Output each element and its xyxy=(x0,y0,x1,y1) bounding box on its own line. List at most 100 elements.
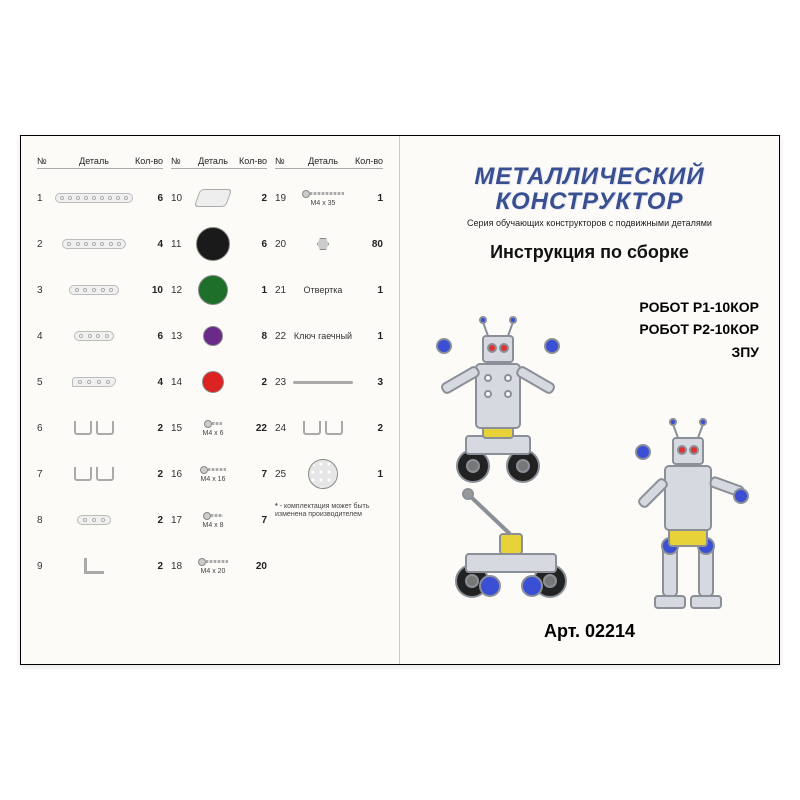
part-icon xyxy=(55,515,133,525)
parts-column-header: №ДетальКол-во xyxy=(275,156,383,169)
part-caption: M4 x 16 xyxy=(201,476,226,483)
part-qty: 6 xyxy=(237,239,267,250)
part-qty: 1 xyxy=(353,469,383,480)
part-row: 10 2 xyxy=(171,175,267,221)
part-number: 11 xyxy=(171,239,189,250)
part-caption: M4 x 20 xyxy=(201,568,226,575)
part-icon xyxy=(55,421,133,435)
part-number: 14 xyxy=(171,377,189,388)
part-qty: 7 xyxy=(237,469,267,480)
header-qty: Кол-во xyxy=(353,156,383,166)
instruction-heading: Инструкция по сборке xyxy=(416,242,763,263)
header-part: Деталь xyxy=(55,156,133,166)
part-qty: 2 xyxy=(133,423,163,434)
part-row: 17M4 x 87 xyxy=(171,497,267,543)
part-number: 16 xyxy=(171,469,189,480)
page-left-parts-list: №ДетальКол-во1624310465462728292№ДетальК… xyxy=(21,136,400,664)
header-num: № xyxy=(171,156,189,166)
part-qty: 2 xyxy=(133,469,163,480)
footnote: * - комплектация может быть изменена про… xyxy=(275,503,383,520)
part-icon xyxy=(189,326,237,346)
part-number: 5 xyxy=(37,377,55,388)
part-row: 15M4 x 622 xyxy=(171,405,267,451)
part-qty: 8 xyxy=(237,331,267,342)
illustration-robot-1 xyxy=(428,286,578,486)
part-row: 25 1 xyxy=(275,451,383,497)
part-row: 54 xyxy=(37,359,163,405)
parts-column-header: №ДетальКол-во xyxy=(37,156,163,169)
part-row: 72 xyxy=(37,451,163,497)
part-row: 19M4 x 351 xyxy=(275,175,383,221)
part-qty: 10 xyxy=(133,285,163,296)
part-caption: M4 x 8 xyxy=(202,522,223,529)
title-line1: МЕТАЛЛИЧЕСКИЙ xyxy=(474,163,704,190)
part-qty: 80 xyxy=(353,239,383,250)
part-qty: 4 xyxy=(133,239,163,250)
booklet-spread: №ДетальКол-во1624310465462728292№ДетальК… xyxy=(20,135,780,665)
part-icon xyxy=(189,371,237,393)
part-caption: M4 x 35 xyxy=(311,200,336,207)
part-icon xyxy=(55,331,133,341)
part-number: 8 xyxy=(37,515,55,526)
part-number: 10 xyxy=(171,193,189,204)
part-row: 16 xyxy=(37,175,163,221)
part-qty: 2 xyxy=(133,515,163,526)
part-qty: 1 xyxy=(353,285,383,296)
header-qty: Кол-во xyxy=(133,156,163,166)
part-icon: Ключ гаечный xyxy=(293,331,353,341)
part-icon: Отвертка xyxy=(293,285,353,295)
part-number: 1 xyxy=(37,193,55,204)
part-number: 13 xyxy=(171,331,189,342)
header-qty: Кол-во xyxy=(237,156,267,166)
model-name: РОБОТ Р2-10КОР xyxy=(639,318,759,340)
title-block: МЕТАЛЛИЧЕСКИЙ КОНСТРУКТОР Серия обучающи… xyxy=(416,164,763,263)
page-right-cover: МЕТАЛЛИЧЕСКИЙ КОНСТРУКТОР Серия обучающи… xyxy=(400,136,779,664)
part-row: 121 xyxy=(171,267,267,313)
part-number: 21 xyxy=(275,285,293,296)
part-icon: M4 x 8 xyxy=(189,512,237,529)
title-line2: КОНСТРУКТОР xyxy=(496,188,684,215)
part-qty: 2 xyxy=(237,193,267,204)
parts-column: №ДетальКол-во1624310465462728292 xyxy=(37,156,163,652)
part-icon xyxy=(293,381,353,384)
header-part: Деталь xyxy=(189,156,237,166)
part-qty: 1 xyxy=(353,331,383,342)
part-row: 23 3 xyxy=(275,359,383,405)
part-number: 12 xyxy=(171,285,189,296)
part-qty: 1 xyxy=(353,193,383,204)
part-row: 92 xyxy=(37,543,163,589)
part-number: 23 xyxy=(275,377,293,388)
part-row: 62 xyxy=(37,405,163,451)
part-number: 7 xyxy=(37,469,55,480)
part-number: 15 xyxy=(171,423,189,434)
part-number: 20 xyxy=(275,239,293,250)
part-qty: 2 xyxy=(133,561,163,572)
part-qty: 3 xyxy=(353,377,383,388)
part-icon: M4 x 35 xyxy=(293,190,353,207)
part-icon xyxy=(55,558,133,574)
part-number: 24 xyxy=(275,423,293,434)
part-row: 16 M4 x 16 7 xyxy=(171,451,267,497)
model-name: РОБОТ Р1-10КОР xyxy=(639,296,759,318)
part-qty: 6 xyxy=(133,193,163,204)
part-number: 25 xyxy=(275,469,293,480)
parts-column: №ДетальКол-во19M4 x 351208021Отвертка122… xyxy=(275,156,383,652)
header-num: № xyxy=(275,156,293,166)
part-number: 3 xyxy=(37,285,55,296)
part-icon xyxy=(189,227,237,261)
part-qty: 7 xyxy=(237,515,267,526)
article-number: Арт. 02214 xyxy=(400,621,779,642)
part-icon: M4 x 20 xyxy=(189,558,237,575)
product-subtitle: Серия обучающих конструкторов с подвижны… xyxy=(416,218,763,228)
product-title: МЕТАЛЛИЧЕСКИЙ КОНСТРУКТОР xyxy=(416,164,763,214)
part-caption: M4 x 6 xyxy=(202,430,223,437)
part-icon xyxy=(55,285,133,295)
model-names: РОБОТ Р1-10КОРРОБОТ Р2-10КОРЗПУ xyxy=(639,296,759,363)
part-icon xyxy=(189,189,237,207)
part-qty: 2 xyxy=(237,377,267,388)
part-icon xyxy=(293,421,353,435)
part-icon xyxy=(189,275,237,305)
part-number: 6 xyxy=(37,423,55,434)
part-row: 13 8 xyxy=(171,313,267,359)
part-qty: 6 xyxy=(133,331,163,342)
